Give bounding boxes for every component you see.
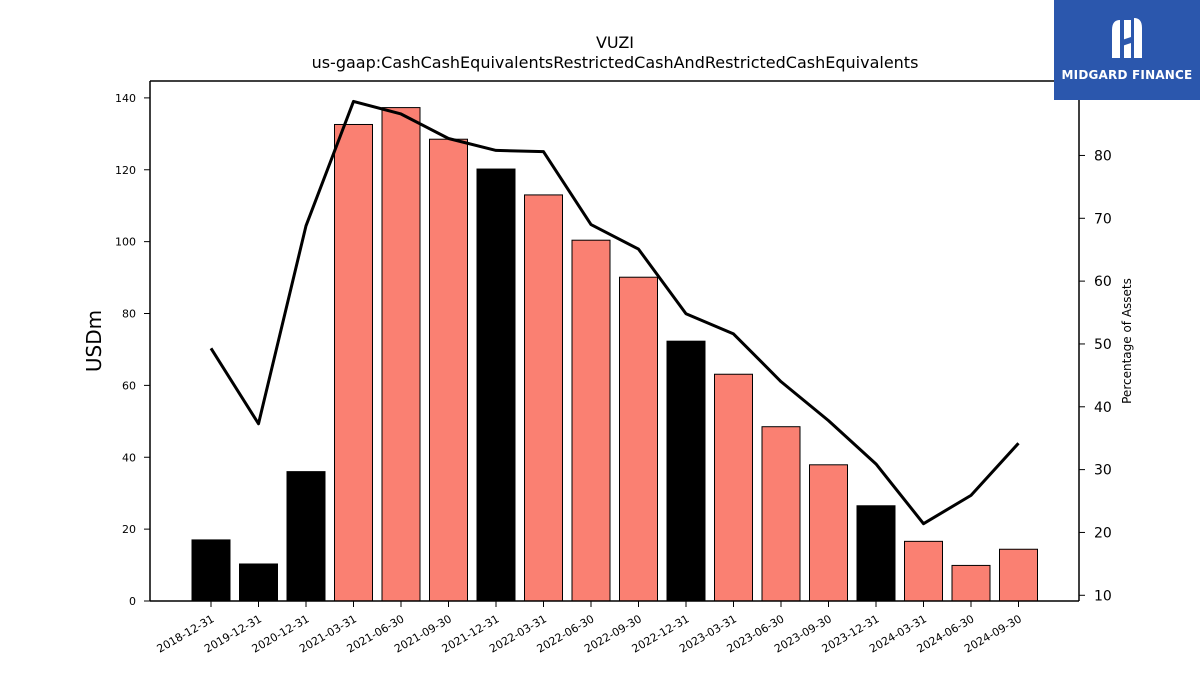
bar	[761, 426, 801, 602]
bar	[999, 548, 1038, 602]
chart-subtitle: us-gaap:CashCashEquivalentsRestrictedCas…	[312, 53, 919, 72]
y-axis-label: USDm	[82, 310, 106, 372]
bar	[476, 168, 516, 602]
bar	[334, 123, 373, 602]
y2-tick-label: 30	[1094, 463, 1112, 479]
bar	[381, 107, 421, 602]
y2-tick-label: 60	[1094, 274, 1112, 290]
bar	[951, 564, 991, 602]
y-tick-label: 140	[115, 92, 136, 105]
bar	[286, 471, 326, 602]
y-tick-label: 0	[129, 595, 136, 608]
logo: MIDGARD FINANCE	[1054, 0, 1200, 100]
y-tick-label: 40	[122, 451, 136, 464]
logo-text: MIDGARD FINANCE	[1061, 68, 1193, 82]
line-series	[209, 99, 1020, 526]
y2-tick-label: 10	[1094, 588, 1112, 604]
chart-title: VUZI	[596, 33, 634, 52]
bar	[809, 464, 848, 602]
bar	[904, 540, 943, 602]
y2-tick-label: 40	[1094, 400, 1112, 416]
bar	[239, 563, 278, 602]
y-tick-label: 120	[115, 164, 136, 177]
y2-tick-label: 70	[1094, 211, 1112, 227]
logo-mark-icon	[1112, 18, 1142, 58]
y2-tick-label: 20	[1094, 525, 1112, 541]
bar	[714, 373, 753, 602]
y-tick-label: 60	[122, 379, 136, 392]
y-tick-label: 100	[115, 236, 136, 249]
y-tick-label: 20	[122, 523, 136, 536]
y-tick-label: 80	[122, 308, 136, 321]
bar	[524, 194, 563, 602]
bar	[856, 505, 896, 602]
bar	[666, 340, 706, 602]
y2-tick-label: 50	[1094, 337, 1112, 353]
bar	[571, 239, 611, 602]
bar	[191, 539, 231, 602]
y2-tick-label: 80	[1094, 148, 1112, 164]
bar	[429, 138, 468, 602]
y2-axis-label: Percentage of Assets	[1120, 278, 1134, 404]
bar	[619, 276, 658, 602]
